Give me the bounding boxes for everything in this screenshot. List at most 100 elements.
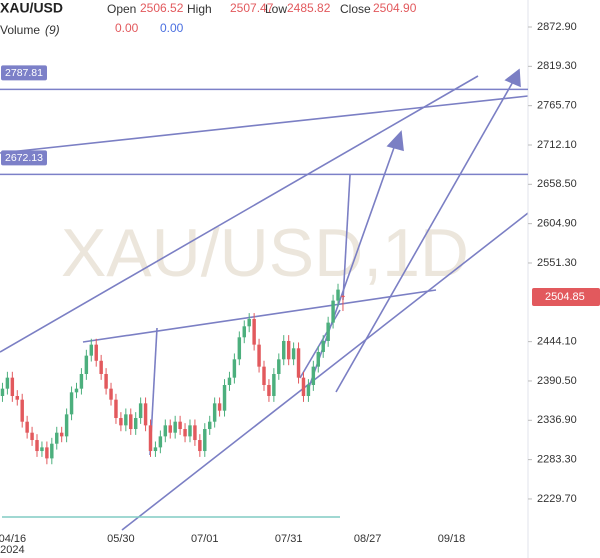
candle-body	[20, 399, 24, 422]
candle-body	[227, 377, 232, 385]
candle-body	[183, 429, 187, 437]
candle-body	[193, 425, 197, 441]
candle-body	[109, 388, 113, 400]
candle-body	[138, 403, 143, 419]
candle-body	[331, 300, 335, 323]
candle-body	[143, 403, 148, 426]
level-label-bg	[1, 65, 47, 81]
candle-body	[10, 377, 15, 397]
y-tick-label: 2229.70	[537, 493, 577, 505]
volume-value: 0.00	[115, 21, 139, 35]
legend-label: Close	[340, 2, 371, 16]
candle-body	[69, 392, 74, 415]
candle-body	[222, 385, 227, 411]
candle-body	[133, 418, 138, 430]
price-label-bg	[532, 288, 600, 307]
level-label: 2672.13	[5, 152, 43, 164]
candle-body	[0, 388, 5, 397]
candle-body	[45, 447, 49, 459]
volume-period: (9)	[45, 23, 60, 37]
legend-value: 2507.47	[230, 1, 274, 15]
y-tick-label: 2444.10	[537, 336, 577, 348]
candle-body	[212, 403, 217, 422]
legend-label: High	[187, 2, 212, 16]
candle-body	[129, 414, 133, 430]
x-tick-label: 05/30	[107, 533, 135, 545]
y-tick-label: 2658.50	[537, 178, 577, 190]
candle-body	[286, 340, 291, 360]
level-label-bg	[1, 150, 47, 166]
y-tick-label: 2872.90	[537, 21, 577, 33]
candle-body	[341, 295, 345, 298]
candle-body	[296, 348, 301, 378]
legend-value: 2485.82	[287, 1, 331, 15]
candle-body	[5, 377, 10, 389]
candle-body	[336, 289, 340, 301]
candle-body	[55, 432, 59, 444]
candle-body	[30, 432, 34, 441]
candle-body	[207, 421, 212, 430]
candle-body	[168, 425, 172, 433]
y-tick-label: 2390.50	[537, 375, 577, 387]
candle-body	[163, 425, 168, 437]
candle-body	[198, 440, 202, 452]
candle-body	[306, 385, 311, 397]
candle-body	[237, 337, 242, 360]
y-tick-label: 2336.90	[537, 414, 577, 426]
candle-body	[203, 429, 207, 452]
y-tick-label: 2765.70	[537, 100, 577, 112]
candle-body	[282, 340, 286, 360]
y-tick-label: 2819.30	[537, 60, 577, 72]
y-tick-label: 2551.30	[537, 257, 577, 269]
y-tick-label: 2283.30	[537, 454, 577, 466]
legend-label: Low	[265, 2, 287, 16]
candle-body	[291, 348, 296, 360]
candle-body	[272, 373, 276, 397]
candle-body	[153, 447, 158, 452]
candle-body	[217, 403, 222, 411]
x-tick-label: 07/01	[191, 533, 219, 545]
volume-value: 0.00	[160, 21, 184, 35]
candle-body	[326, 322, 330, 341]
candle-body	[59, 432, 64, 437]
volume-label: Volume	[0, 23, 40, 37]
drawings	[0, 68, 529, 531]
candle-body	[104, 373, 108, 389]
x-tick-label: 08/27	[354, 533, 382, 545]
candle-body	[188, 425, 192, 437]
price-label: 2504.85	[545, 291, 585, 303]
candle-body	[79, 373, 84, 389]
watermark: XAU/USD,1D	[61, 215, 469, 291]
x-tick-label: 09/18	[438, 533, 466, 545]
candle-body	[25, 421, 29, 433]
candle-body	[173, 421, 177, 433]
candle-body	[277, 359, 281, 374]
legend-value: 2504.90	[373, 1, 417, 15]
candle-body	[84, 355, 89, 374]
candle-body	[15, 396, 19, 400]
candle-body	[89, 344, 94, 356]
y-tick-label: 2604.90	[537, 218, 577, 230]
candle-body	[148, 425, 153, 452]
x-tick-label: 07/31	[275, 533, 303, 545]
candle-body	[267, 385, 271, 397]
candle-body	[247, 318, 251, 327]
candle-body	[94, 344, 98, 361]
candle-body	[158, 436, 163, 448]
legend-value: 2506.52	[140, 1, 184, 15]
candle-body	[257, 344, 261, 367]
y-tick-label: 2712.10	[537, 139, 577, 151]
x-tick-label: 04/16	[0, 533, 26, 545]
candle-body	[124, 414, 128, 426]
symbol: XAU/USD	[0, 0, 63, 16]
candle-body	[74, 388, 79, 393]
candle-body	[232, 359, 237, 378]
candle-body	[99, 360, 103, 374]
candle-body	[50, 443, 54, 459]
candle-body	[311, 366, 316, 385]
candle-body	[316, 351, 321, 367]
candle-body	[114, 399, 118, 419]
level-label: 2787.81	[5, 67, 43, 79]
candle-body	[262, 366, 266, 385]
